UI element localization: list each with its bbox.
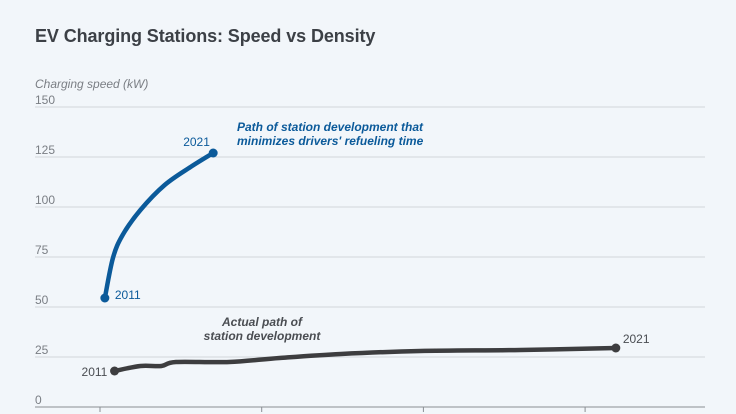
series-annotation: minimizes drivers' refueling time: [237, 134, 424, 148]
y-tick-label: 50: [35, 293, 49, 307]
gridlines: [35, 106, 705, 358]
series-annotation: Path of station development that: [237, 120, 424, 134]
start-point: [110, 366, 120, 376]
y-tick-label: 75: [35, 243, 49, 257]
series-annotation: station development: [204, 329, 322, 343]
y-tick-label: 150: [35, 93, 55, 107]
actual-path-line: [112, 345, 619, 374]
start-year-label: 2011: [115, 288, 141, 302]
chart-title: EV Charging Stations: Speed vs Density: [35, 26, 376, 46]
optimal-path-line: [102, 150, 216, 301]
end-point: [611, 343, 621, 353]
x-axis: [35, 406, 705, 412]
y-tick-label: 125: [35, 143, 55, 157]
y-tick-label: 0: [35, 393, 42, 407]
end-year-label: 2021: [183, 135, 210, 149]
y-tick-label: 25: [35, 343, 49, 357]
series-annotation: Actual path of: [221, 315, 303, 329]
end-point: [208, 148, 218, 158]
point-labels: 2011 2021 Path of station development that…: [82, 120, 650, 379]
start-point: [100, 293, 110, 303]
end-year-label: 2021: [623, 332, 650, 346]
y-axis-label: Charging speed (kW): [35, 77, 149, 91]
y-tick-label: 100: [35, 193, 55, 207]
y-tick-labels: 0 25 50 75 100 125 150: [35, 93, 55, 407]
series-group: [100, 148, 621, 376]
start-year-label: 2011: [82, 365, 108, 379]
